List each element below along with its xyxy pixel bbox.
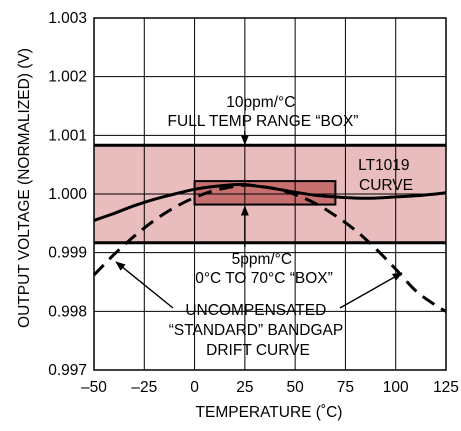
x-tick-label-5: 75 [337,379,354,396]
annotation-full-temp-box: 10ppm/°C FULL TEMP RANGE “BOX” [168,94,359,130]
annotation-uncompensated-curve-line-1: UNCOMPENSATED [185,302,326,319]
y-tick-label-3: 1.000 [48,186,87,203]
x-tick-label-0: –50 [81,379,107,396]
x-tick-label-2: 0 [190,379,199,396]
arrow-bandgap-right [339,272,403,309]
annotation-full-temp-box-line-2: FULL TEMP RANGE “BOX” [168,113,359,130]
y-tick-label-6: 1.003 [48,10,87,27]
5ppm-box [193,180,337,206]
x-tick-label-1: –25 [131,379,157,396]
arrow-bandgap-left [115,261,174,309]
annotation-lt1019-curve-line-2: CURVE [359,177,413,194]
y-tick-label-2: 0.999 [48,245,87,262]
annotation-uncompensated-curve-line-3: DRIFT CURVE [206,342,310,359]
annotation-uncompensated-curve-line-2: “STANDARD” BANDGAP [169,322,343,339]
x-axis-title: TEMPERATURE (˚C) [196,404,343,421]
annotation-5ppm-box-line-1: 5ppm/°C [232,251,292,268]
y-axis-title: OUTPUT VOLTAGE (NORMALIZED) (V) [16,48,33,328]
annotation-full-temp-box-line-1: 10ppm/°C [226,94,295,111]
x-tick-label-7: 125 [433,379,459,396]
annotation-lt1019-curve-line-1: LT1019 [358,157,409,174]
annotation-uncompensated-curve: UNCOMPENSATED “STANDARD” BANDGAP DRIFT C… [169,302,348,359]
annotation-5ppm-box-line-2: 0°C TO 70°C “BOX” [195,270,333,287]
y-tick-label-4: 1.001 [48,127,87,144]
y-tick-label-0: 0.997 [48,362,87,379]
x-tick-label-3: 25 [236,379,253,396]
bandgap-drift-curve-line [92,183,447,313]
y-tick-label-5: 1.002 [48,69,87,86]
annotation-5ppm-box: 5ppm/°C 0°C TO 70°C “BOX” [195,251,333,287]
x-tick-label-6: 100 [383,379,409,396]
y-tick-label-1: 0.998 [48,303,87,320]
annotation-lt1019-curve: LT1019 CURVE [358,157,414,194]
plot-frame [93,17,447,371]
x-tick-label-4: 50 [287,379,305,396]
